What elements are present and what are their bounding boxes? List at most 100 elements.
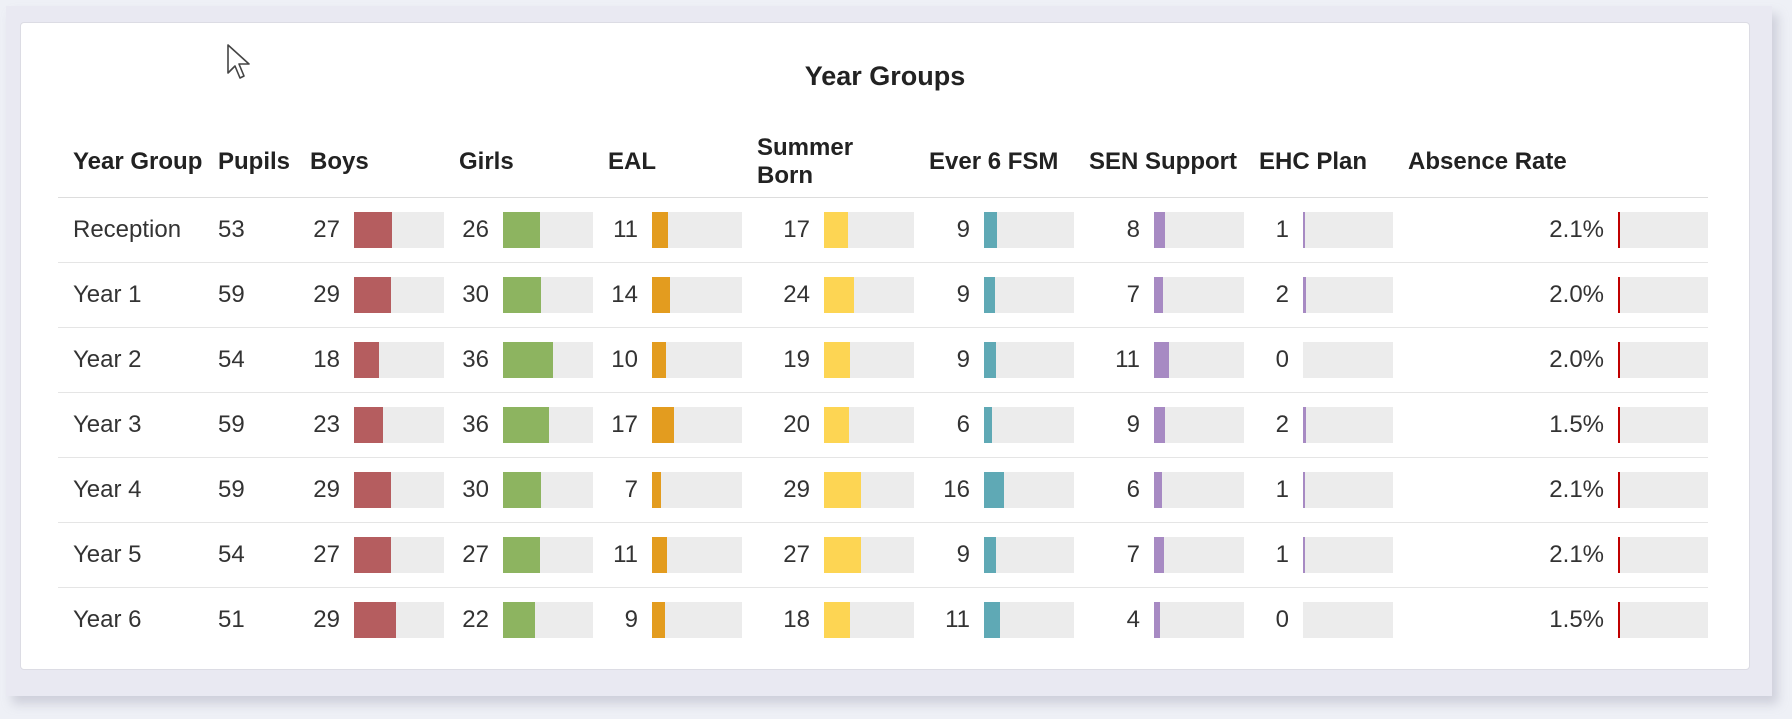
- cell-boys: 27: [295, 197, 444, 263]
- cell-ever6-fsm: 9: [914, 262, 1074, 328]
- ever6-fsm-bar: [984, 407, 1074, 443]
- cell-boys: 27: [295, 522, 444, 588]
- cell-sen-support: 7: [1074, 522, 1244, 588]
- header-absence-rate[interactable]: Absence Rate: [1393, 127, 1708, 198]
- ehc-plan-bar: [1303, 472, 1393, 508]
- ever6-fsm-value: 16: [943, 476, 970, 503]
- absence-rate-value: 2.1%: [1549, 541, 1604, 568]
- absence-rate-value: 1.5%: [1549, 411, 1604, 438]
- ever6-fsm-bar-fill: [984, 537, 996, 573]
- ever6-fsm-bar-fill: [984, 277, 995, 313]
- sen-support-bar-fill: [1154, 277, 1163, 313]
- sen-support-bar-fill: [1154, 342, 1169, 378]
- boys-value: 23: [313, 411, 340, 438]
- girls-bar: [503, 602, 593, 638]
- cell-year-group: Year 5: [58, 522, 203, 588]
- absence-rate-bar-fill: [1618, 472, 1620, 508]
- summer-born-value: 17: [783, 216, 810, 243]
- eal-bar: [652, 407, 742, 443]
- sen-support-bar: [1154, 537, 1244, 573]
- absence-rate-value: 2.1%: [1549, 476, 1604, 503]
- sen-support-value: 8: [1126, 216, 1140, 243]
- girls-bar: [503, 277, 593, 313]
- ever6-fsm-bar: [984, 212, 1074, 248]
- cell-sen-support: 8: [1074, 197, 1244, 263]
- girls-bar: [503, 212, 593, 248]
- ehc-plan-value: 1: [1275, 216, 1289, 243]
- cell-summer-born: 29: [742, 457, 914, 523]
- boys-bar-fill: [354, 537, 391, 573]
- absence-rate-bar: [1618, 472, 1708, 508]
- eal-value: 14: [611, 281, 638, 308]
- summer-born-bar: [824, 277, 914, 313]
- cell-ever6-fsm: 9: [914, 327, 1074, 393]
- ehc-plan-value: 2: [1275, 281, 1289, 308]
- arrow-cursor-icon: [227, 44, 250, 79]
- cell-pupils: 59: [203, 457, 295, 523]
- cell-eal: 10: [593, 327, 742, 393]
- girls-bar-fill: [503, 602, 535, 638]
- cell-ever6-fsm: 9: [914, 197, 1074, 263]
- ehc-plan-bar-fill: [1303, 472, 1305, 508]
- cell-pupils: 54: [203, 327, 295, 393]
- absence-rate-bar: [1618, 212, 1708, 248]
- eal-value: 9: [624, 606, 638, 633]
- cell-ever6-fsm: 11: [914, 588, 1074, 653]
- girls-value: 30: [462, 476, 489, 503]
- girls-value: 26: [462, 216, 489, 243]
- summer-born-value: 20: [783, 411, 810, 438]
- header-eal[interactable]: EAL: [593, 127, 742, 198]
- boys-value: 18: [313, 346, 340, 373]
- boys-value: 29: [313, 476, 340, 503]
- girls-bar-fill: [503, 537, 540, 573]
- absence-rate-bar: [1618, 407, 1708, 443]
- summer-born-value: 27: [783, 541, 810, 568]
- table-row: Year 2 54 18 36 10 19 9 11 0 2.0%: [58, 327, 1708, 393]
- cell-year-group: Year 2: [58, 327, 203, 393]
- header-boys[interactable]: Boys: [295, 127, 444, 198]
- absence-rate-bar-fill: [1618, 602, 1620, 638]
- cell-absence-rate: 2.0%: [1393, 262, 1708, 328]
- eal-bar-fill: [652, 342, 666, 378]
- header-sen-support[interactable]: SEN Support: [1074, 127, 1244, 198]
- absence-rate-bar: [1618, 602, 1708, 638]
- boys-bar-fill: [354, 602, 396, 638]
- cell-ever6-fsm: 6: [914, 392, 1074, 458]
- header-ehc-plan[interactable]: EHC Plan: [1244, 127, 1393, 198]
- cell-pupils: 51: [218, 606, 245, 633]
- eal-value: 17: [611, 411, 638, 438]
- ever6-fsm-bar-fill: [984, 472, 1004, 508]
- ever6-fsm-bar-fill: [984, 342, 996, 378]
- summer-born-bar: [824, 342, 914, 378]
- girls-bar-fill: [503, 212, 540, 248]
- cell-boys: 29: [295, 262, 444, 328]
- boys-bar: [354, 407, 444, 443]
- header-girls[interactable]: Girls: [444, 127, 593, 198]
- sen-support-value: 6: [1126, 476, 1140, 503]
- header-summer-born[interactable]: Summer Born: [742, 127, 914, 198]
- cell-boys: 23: [295, 392, 444, 458]
- sen-support-bar-fill: [1154, 537, 1164, 573]
- summer-born-value: 19: [783, 346, 810, 373]
- header-year-group[interactable]: Year Group: [58, 127, 203, 198]
- ehc-plan-value: 1: [1275, 476, 1289, 503]
- absence-rate-bar-fill: [1618, 277, 1620, 313]
- header-pupils[interactable]: Pupils: [203, 127, 295, 198]
- cell-ehc-plan: 1: [1244, 522, 1393, 588]
- cell-girls: 30: [444, 262, 593, 328]
- header-ever-6-fsm[interactable]: Ever 6 FSM: [914, 127, 1074, 198]
- girls-value: 27: [462, 541, 489, 568]
- summer-born-bar-fill: [824, 342, 850, 378]
- sen-support-bar: [1154, 277, 1244, 313]
- absence-rate-value: 2.0%: [1549, 346, 1604, 373]
- eal-value: 11: [613, 541, 638, 568]
- ehc-plan-bar: [1303, 212, 1393, 248]
- ehc-plan-bar-fill: [1303, 407, 1306, 443]
- summer-born-value: 29: [783, 476, 810, 503]
- sen-support-value: 7: [1126, 541, 1140, 568]
- ever6-fsm-value: 9: [956, 281, 970, 308]
- summer-born-bar: [824, 212, 914, 248]
- ehc-plan-bar: [1303, 277, 1393, 313]
- absence-rate-value: 1.5%: [1549, 606, 1604, 633]
- eal-bar-fill: [652, 407, 674, 443]
